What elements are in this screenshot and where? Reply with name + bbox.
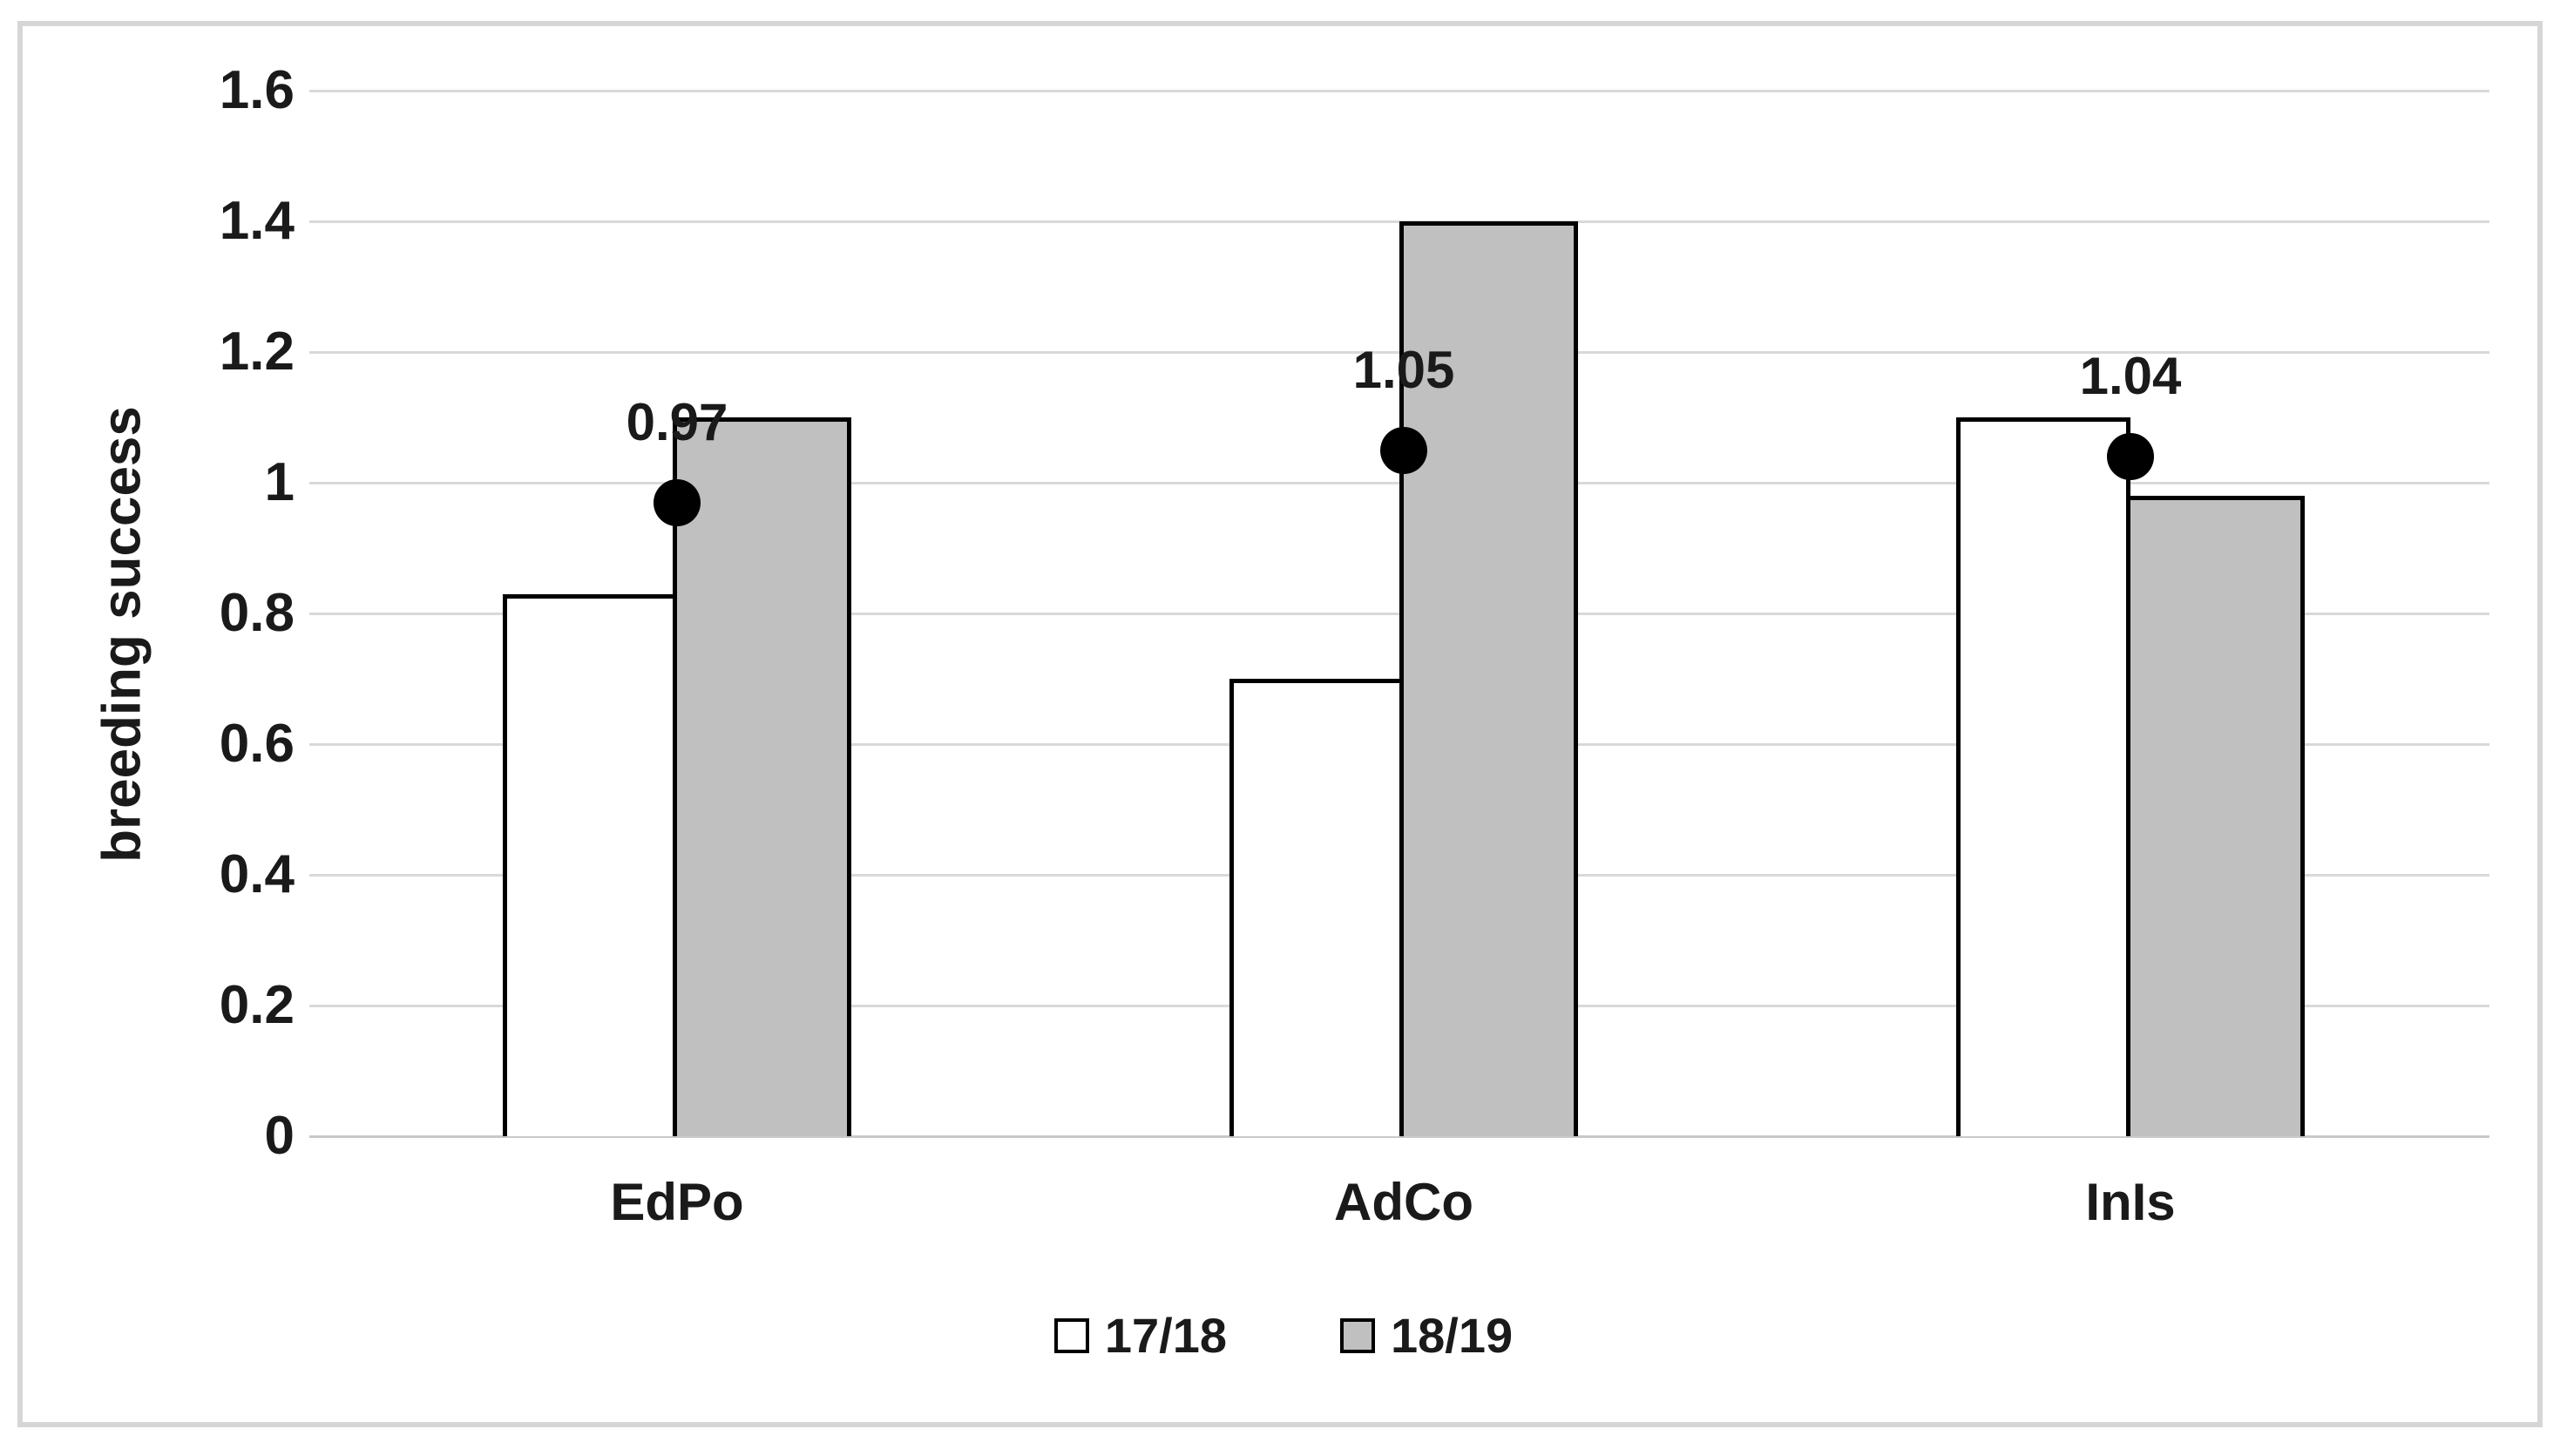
bar-18-19-adco [1399,221,1578,1136]
data-point-label-adco: 1.05 [1352,340,1455,399]
bar-17-18-adco [1229,679,1404,1136]
legend-label-17-18: 17/18 [1104,1308,1227,1363]
data-point-inis [2107,433,2154,480]
bar-17-18-edpo [503,593,677,1136]
category-label-edpo: EdPo [610,1173,744,1231]
legend: 17/18 18/19 [0,1307,2567,1364]
y-tick-label: 0.8 [219,583,295,643]
bar-17-18-inis [1956,417,2130,1136]
legend-swatch-18-19-icon [1340,1317,1375,1353]
y-tick-label: 1.2 [219,322,295,382]
legend-swatch-17-18-icon [1053,1317,1089,1353]
bar-18-19-inis [2126,496,2305,1136]
category-label-inis: InIs [2085,1173,2176,1231]
y-tick-label: 0.4 [219,844,295,904]
y-tick-label: 1.6 [219,60,295,120]
plot-area: 0.97 1.05 1.04 [309,91,2489,1136]
x-axis-baseline [309,1135,2489,1138]
data-point-adco [1380,426,1427,474]
y-tick-label: 1 [264,452,295,512]
y-tick-label: 0.2 [219,975,295,1035]
y-tick-label: 0 [264,1106,295,1166]
y-tick-label: 1.4 [219,191,295,251]
legend-label-18-19: 18/19 [1391,1308,1514,1363]
category-label-adco: AdCo [1334,1173,1473,1231]
gridline [309,90,2489,92]
legend-entry-17-18: 17/18 [1053,1307,1227,1364]
data-point-edpo [654,478,701,526]
data-point-label-edpo: 0.97 [626,392,728,451]
data-point-label-inis: 1.04 [2079,347,2182,405]
legend-entry-18-19: 18/19 [1340,1307,1513,1364]
bar-18-19-edpo [673,417,851,1136]
y-tick-label: 0.6 [219,714,295,774]
